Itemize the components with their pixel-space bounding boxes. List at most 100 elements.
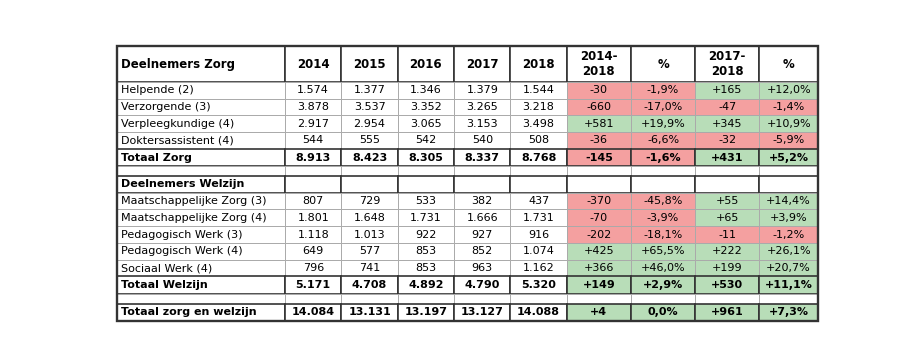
Bar [285,47,341,82]
Bar [566,276,630,294]
Bar [694,226,759,243]
Bar [397,115,454,132]
Bar [510,226,566,243]
Bar [510,243,566,260]
Text: 13.131: 13.131 [348,307,391,317]
Text: 0,0%: 0,0% [647,307,678,317]
Text: 1.574: 1.574 [297,85,329,95]
Bar [454,149,510,166]
Text: 916: 916 [527,230,548,240]
Text: -32: -32 [717,135,735,146]
Bar [759,166,817,176]
Text: Maatschappelijke Zorg (4): Maatschappelijke Zorg (4) [121,213,266,223]
Text: +165: +165 [711,85,742,95]
Bar [285,226,341,243]
Bar [694,243,759,260]
Bar [566,47,630,82]
Bar [759,115,817,132]
Text: 8.423: 8.423 [352,153,387,163]
Bar [117,149,285,166]
Text: 2014-
2018: 2014- 2018 [579,50,617,78]
Text: -370: -370 [586,196,610,206]
Text: 741: 741 [359,263,380,273]
Bar [397,276,454,294]
Bar [630,99,694,115]
Bar [759,304,817,321]
Bar [630,132,694,149]
Text: +366: +366 [583,263,613,273]
Bar [454,115,510,132]
Bar [341,176,397,193]
Text: +65,5%: +65,5% [640,246,684,256]
Bar [341,304,397,321]
Text: 1.013: 1.013 [353,230,385,240]
Text: 14.084: 14.084 [292,307,334,317]
Text: 2016: 2016 [409,58,442,71]
Bar [630,304,694,321]
Bar [759,82,817,99]
Bar [566,149,630,166]
Bar [510,115,566,132]
Bar [694,276,759,294]
Bar [759,176,817,193]
Text: Pedagogisch Werk (3): Pedagogisch Werk (3) [121,230,242,240]
Text: +199: +199 [711,263,742,273]
Bar [341,166,397,176]
Text: -5,9%: -5,9% [772,135,804,146]
Text: 533: 533 [415,196,436,206]
Text: 4.708: 4.708 [352,280,387,290]
Text: +425: +425 [583,246,613,256]
Bar [397,47,454,82]
Bar [566,226,630,243]
Bar [566,294,630,304]
Text: +431: +431 [711,153,742,163]
Bar [694,260,759,276]
Bar [510,193,566,209]
Text: +530: +530 [711,280,742,290]
Bar [117,276,285,294]
Bar [566,243,630,260]
Bar [630,47,694,82]
Text: 1.731: 1.731 [522,213,554,223]
Bar [341,294,397,304]
Bar [285,82,341,99]
Text: -1,9%: -1,9% [646,85,679,95]
Text: -11: -11 [717,230,735,240]
Text: 1.544: 1.544 [522,85,554,95]
Text: Pedagogisch Werk (4): Pedagogisch Werk (4) [121,246,242,256]
Text: %: % [657,58,668,71]
Bar [117,176,285,193]
Bar [630,209,694,226]
Text: +20,7%: +20,7% [765,263,810,273]
Bar [510,47,566,82]
Text: 2017: 2017 [466,58,498,71]
Text: +19,9%: +19,9% [640,119,685,129]
Bar [397,260,454,276]
Text: 13.197: 13.197 [404,307,447,317]
Text: 1.648: 1.648 [353,213,385,223]
Bar [341,226,397,243]
Bar [454,132,510,149]
Bar [397,226,454,243]
Bar [285,166,341,176]
Bar [454,304,510,321]
Bar [510,260,566,276]
Bar [510,99,566,115]
Text: 1.379: 1.379 [466,85,497,95]
Bar [454,47,510,82]
Text: Doktersassistent (4): Doktersassistent (4) [121,135,233,146]
Bar [454,260,510,276]
Bar [454,209,510,226]
Text: 1.162: 1.162 [522,263,554,273]
Bar [759,260,817,276]
Text: -45,8%: -45,8% [642,196,682,206]
Text: 1.118: 1.118 [297,230,329,240]
Text: 577: 577 [359,246,380,256]
Text: +3,9%: +3,9% [769,213,806,223]
Bar [117,193,285,209]
Text: Deelnemers Welzijn: Deelnemers Welzijn [121,179,244,189]
Text: -1,2%: -1,2% [772,230,804,240]
Text: 1.377: 1.377 [353,85,385,95]
Text: 649: 649 [302,246,323,256]
Bar [630,149,694,166]
